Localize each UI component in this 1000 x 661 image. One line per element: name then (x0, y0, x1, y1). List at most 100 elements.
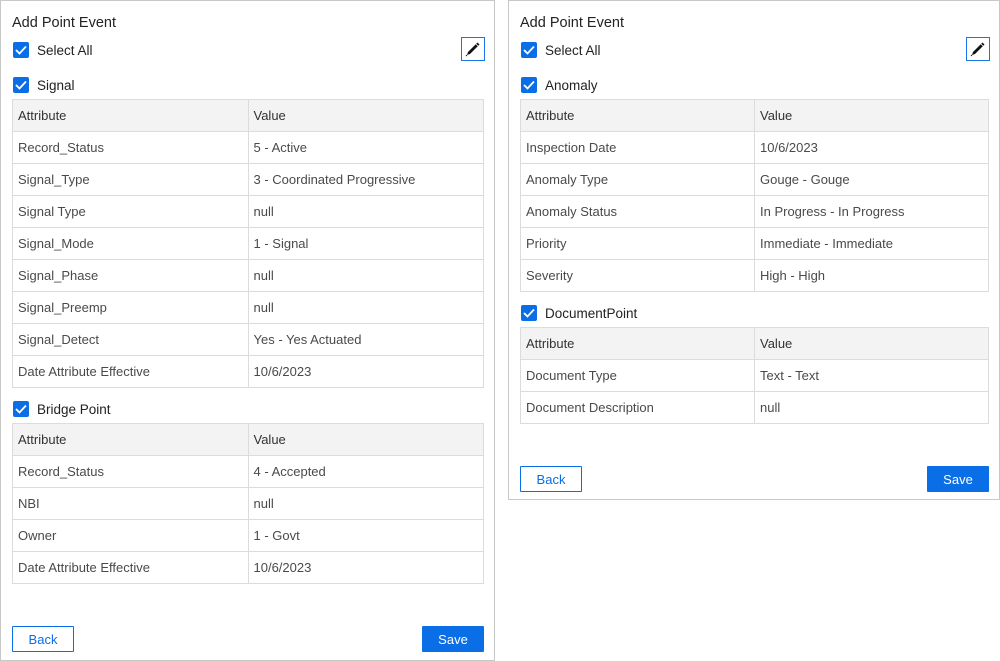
section-label: DocumentPoint (545, 305, 638, 321)
checkmark-icon (523, 308, 535, 318)
checkmark-icon (15, 80, 27, 90)
value-cell[interactable]: 1 - Govt (247, 519, 484, 552)
checkmark-icon (523, 45, 535, 55)
section-checkbox-documentpoint[interactable]: DocumentPoint (520, 303, 989, 323)
button-bar: Back Save (520, 466, 989, 492)
attribute-cell: Owner (12, 519, 249, 552)
table-row: Signal_Phase null (12, 259, 484, 292)
column-header-value: Value (754, 99, 989, 132)
table-row: Signal_Mode 1 - Signal (12, 227, 484, 260)
column-header-attribute: Attribute (12, 423, 249, 456)
attribute-cell: Signal_Mode (12, 227, 249, 260)
attribute-cell: Document Description (520, 391, 755, 424)
back-button[interactable]: Back (12, 626, 74, 652)
column-header-attribute: Attribute (520, 99, 755, 132)
attribute-cell: Inspection Date (520, 131, 755, 164)
section-checkbox-signal[interactable]: Signal (12, 75, 484, 95)
table-header: Attribute Value (12, 423, 484, 456)
table-row: Owner 1 - Govt (12, 519, 484, 552)
value-cell[interactable]: Text - Text (754, 359, 989, 392)
value-cell[interactable]: Yes - Yes Actuated (247, 323, 484, 356)
value-cell[interactable]: null (247, 291, 484, 324)
attribute-cell: Document Type (520, 359, 755, 392)
select-all-label: Select All (37, 42, 93, 58)
column-header-attribute: Attribute (12, 99, 249, 132)
attribute-table-documentpoint: Attribute Value Document Type Text - Text Do… (520, 327, 989, 424)
section-checkbox-bridge-point[interactable]: Bridge Point (12, 399, 484, 419)
checkbox[interactable] (521, 305, 537, 321)
table-row: Document Type Text - Text (520, 359, 989, 392)
value-cell[interactable]: null (247, 259, 484, 292)
value-cell[interactable]: 3 - Coordinated Progressive (247, 163, 484, 196)
value-cell[interactable]: null (247, 487, 484, 520)
table-row: Record_Status 4 - Accepted (12, 455, 484, 488)
value-cell[interactable]: 10/6/2023 (754, 131, 989, 164)
table-row: Record_Status 5 - Active (12, 131, 484, 164)
table-header: Attribute Value (520, 327, 989, 360)
section-checkbox-anomaly[interactable]: Anomaly (520, 75, 989, 95)
value-cell[interactable]: null (247, 195, 484, 228)
attribute-cell: Severity (520, 259, 755, 292)
value-cell[interactable]: Immediate - Immediate (754, 227, 989, 260)
table-row: Signal_Preemp null (12, 291, 484, 324)
value-cell[interactable]: 4 - Accepted (247, 455, 484, 488)
section-label: Bridge Point (37, 401, 111, 417)
value-cell[interactable]: 10/6/2023 (247, 355, 484, 388)
button-bar: Back Save (12, 626, 484, 652)
pen-icon (970, 42, 985, 57)
value-cell[interactable]: null (754, 391, 989, 424)
table-row: Anomaly Type Gouge - Gouge (520, 163, 989, 196)
table-row: Anomaly Status In Progress - In Progress (520, 195, 989, 228)
value-cell[interactable]: 5 - Active (247, 131, 484, 164)
select-all-checkbox[interactable]: Select All (12, 40, 484, 60)
table-row: Severity High - High (520, 259, 989, 292)
panel-title: Add Point Event (520, 15, 624, 31)
value-cell[interactable]: High - High (754, 259, 989, 292)
checkbox[interactable] (13, 401, 29, 417)
checkbox[interactable] (521, 42, 537, 58)
column-header-attribute: Attribute (520, 327, 755, 360)
attribute-table-bridge-point: Attribute Value Record_Status 4 - Accepted N… (12, 423, 484, 584)
table-row: NBI null (12, 487, 484, 520)
table-row: Document Description null (520, 391, 989, 424)
attribute-cell: Signal_Phase (12, 259, 249, 292)
save-button[interactable]: Save (927, 466, 989, 492)
select-all-label: Select All (545, 42, 601, 58)
table-row: Date Attribute Effective 10/6/2023 (12, 551, 484, 584)
edit-button[interactable] (461, 37, 485, 61)
panel-title: Add Point Event (12, 15, 116, 31)
attribute-cell: Date Attribute Effective (12, 355, 249, 388)
table-header: Attribute Value (12, 99, 484, 132)
attribute-cell: NBI (12, 487, 249, 520)
attribute-cell: Date Attribute Effective (12, 551, 249, 584)
attribute-cell: Record_Status (12, 455, 249, 488)
attribute-table-signal: Attribute Value Record_Status 5 - Active Sig… (12, 99, 484, 388)
table-row: Inspection Date 10/6/2023 (520, 131, 989, 164)
value-cell[interactable]: In Progress - In Progress (754, 195, 989, 228)
checkmark-icon (15, 404, 27, 414)
edit-button[interactable] (966, 37, 990, 61)
checkbox[interactable] (521, 77, 537, 93)
back-button[interactable]: Back (520, 466, 582, 492)
column-header-value: Value (247, 423, 484, 456)
checkbox[interactable] (13, 77, 29, 93)
table-row: Date Attribute Effective 10/6/2023 (12, 355, 484, 388)
attribute-cell: Record_Status (12, 131, 249, 164)
select-all-checkbox[interactable]: Select All (520, 40, 989, 60)
column-header-value: Value (754, 327, 989, 360)
save-button[interactable]: Save (422, 626, 484, 652)
attribute-cell: Signal_Preemp (12, 291, 249, 324)
table-row: Priority Immediate - Immediate (520, 227, 989, 260)
value-cell[interactable]: Gouge - Gouge (754, 163, 989, 196)
table-row: Signal_Type 3 - Coordinated Progressive (12, 163, 484, 196)
attribute-cell: Priority (520, 227, 755, 260)
add-point-event-panel: Add Point Event Select All Signal Attribu… (0, 0, 495, 661)
attribute-cell: Signal_Detect (12, 323, 249, 356)
add-point-event-panel: Add Point Event Select All Anomaly Attrib… (508, 0, 1000, 500)
value-cell[interactable]: 10/6/2023 (247, 551, 484, 584)
table-row: Signal_Detect Yes - Yes Actuated (12, 323, 484, 356)
checkbox[interactable] (13, 42, 29, 58)
value-cell[interactable]: 1 - Signal (247, 227, 484, 260)
attribute-cell: Signal Type (12, 195, 249, 228)
attribute-cell: Anomaly Status (520, 195, 755, 228)
